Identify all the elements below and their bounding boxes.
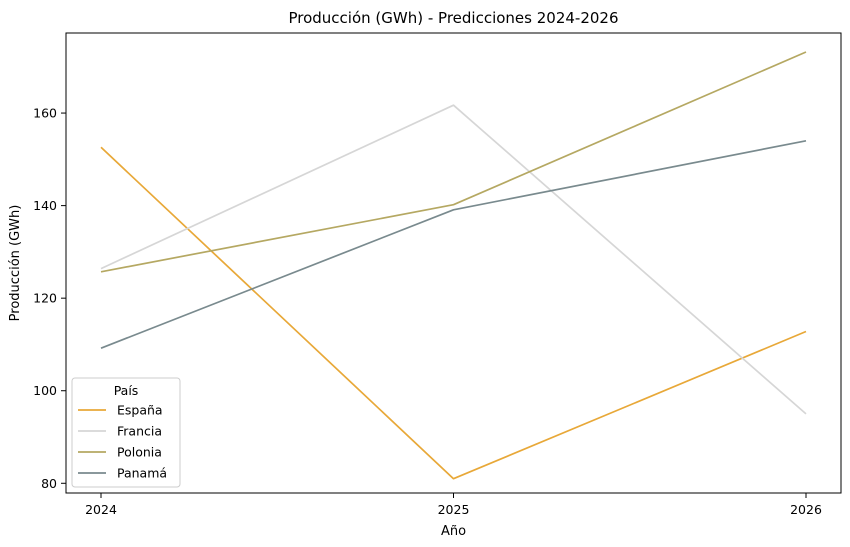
series-line-4 (100, 139, 807, 349)
legend-item-label: Francia (117, 424, 162, 439)
y-tick-label: 160 (33, 106, 57, 121)
y-tick-label: 80 (41, 476, 57, 491)
legend-title: País (114, 383, 139, 398)
legend-item-label: Panamá (117, 466, 167, 481)
legend-box (71, 377, 181, 488)
plot-frame (65, 32, 842, 494)
series-line-2 (100, 104, 807, 415)
series-layer (100, 51, 807, 480)
x-tick-label: 2026 (790, 502, 822, 517)
y-tick-label: 140 (33, 198, 57, 213)
legend: País España Francia Polonia Panamá (71, 377, 181, 488)
x-axis: 2024 2025 2026 (85, 493, 822, 517)
x-tick-label: 2025 (438, 502, 470, 517)
x-tick-label: 2024 (85, 502, 117, 517)
series-line-3 (100, 51, 807, 273)
legend-item-label: España (117, 403, 163, 418)
y-tick-label: 120 (33, 291, 57, 306)
x-axis-label: Año (441, 524, 466, 539)
series-line-1 (100, 146, 807, 480)
y-axis: 80 100 120 140 160 (33, 106, 66, 491)
y-tick-label: 100 (33, 383, 57, 398)
legend-item-label: Polonia (117, 445, 162, 460)
chart-title: Producción (GWh) - Predicciones 2024-202… (288, 9, 618, 27)
y-axis-label: Producción (GWh) (8, 205, 23, 322)
